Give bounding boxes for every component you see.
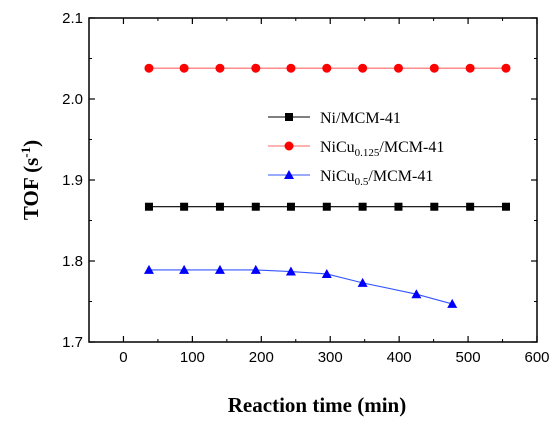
y-axis-title: TOF (s-1): [18, 140, 43, 220]
data-point: [466, 202, 475, 211]
data-point: [358, 202, 367, 211]
data-point: [251, 63, 261, 73]
legend-label: NiCu0.125/MCM-41: [320, 139, 444, 159]
series-layer: [143, 63, 511, 308]
x-tick-label: 400: [387, 349, 412, 366]
data-point: [179, 264, 190, 274]
legend-marker: [284, 141, 294, 151]
data-point: [286, 202, 295, 211]
data-point: [144, 202, 153, 211]
data-point: [250, 264, 261, 274]
y-tick-label: 1.7: [62, 334, 83, 351]
series-circle: [144, 63, 511, 73]
legend-marker: [285, 113, 293, 121]
legend-entry: NiCu0.125/MCM-41: [268, 139, 444, 159]
tick-layer: 0 100 200 300 400 500 600 1.7 1.8 1.9 2.0 2.1: [62, 10, 549, 366]
y-tick-label: 1.9: [62, 172, 83, 189]
data-point: [465, 63, 475, 73]
legend-label: NiCu0.5/MCM-41: [320, 168, 433, 188]
x-tick-label: 200: [249, 349, 274, 366]
data-point: [143, 264, 154, 274]
legend-entry: NiCu0.5/MCM-41: [268, 168, 433, 188]
data-point: [393, 63, 403, 73]
legend-marker: [284, 170, 294, 179]
series-line: [148, 269, 453, 305]
y-axis-title-end: ): [19, 140, 43, 147]
x-axis-title: Reaction time (min): [228, 393, 406, 417]
y-tick-label: 2.1: [62, 10, 83, 27]
y-tick-label: 1.8: [62, 253, 83, 270]
data-point: [322, 202, 331, 211]
data-point: [321, 268, 332, 278]
legend-label: Ni/MCM-41: [320, 110, 401, 127]
data-point: [251, 202, 260, 211]
data-point: [447, 298, 458, 308]
x-tick-label: 0: [119, 349, 127, 366]
data-point: [411, 289, 422, 299]
data-point: [179, 63, 189, 73]
series-square: [144, 202, 510, 211]
x-tick-label: 300: [318, 349, 343, 366]
x-tick-label: 100: [180, 349, 205, 366]
series-triangle: [143, 264, 458, 308]
y-axis-title-sup: -1: [18, 147, 33, 158]
data-point: [501, 63, 511, 73]
data-point: [429, 63, 439, 73]
data-point: [144, 63, 154, 73]
data-point: [286, 63, 296, 73]
data-point: [285, 266, 296, 276]
x-tick-label: 500: [456, 349, 481, 366]
data-point: [501, 202, 510, 211]
x-tick-label: 600: [524, 349, 549, 366]
data-point: [394, 202, 403, 211]
data-point: [357, 277, 368, 287]
data-point: [215, 63, 225, 73]
data-point: [215, 202, 224, 211]
data-point: [214, 264, 225, 274]
data-point: [322, 63, 332, 73]
y-tick-label: 2.0: [62, 91, 83, 108]
data-point: [180, 202, 189, 211]
data-point: [430, 202, 439, 211]
data-point: [358, 63, 368, 73]
legend: Ni/MCM-41 NiCu0.125/MCM-41 NiCu0.5/MCM-41: [268, 110, 444, 188]
legend-entry: Ni/MCM-41: [268, 110, 401, 127]
y-axis-title-main: TOF (s: [19, 158, 43, 220]
